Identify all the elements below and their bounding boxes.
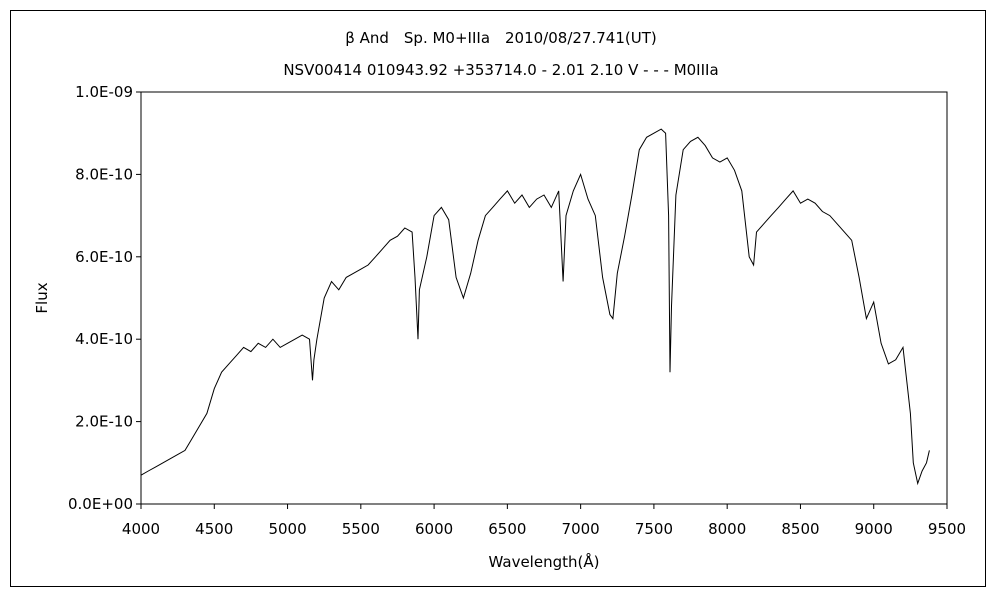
x-tick-label: 7000 — [562, 520, 600, 538]
x-tick-label: 5000 — [268, 520, 306, 538]
plot-area — [140, 91, 948, 505]
spectrum-line — [140, 128, 930, 486]
y-axis-label: Flux — [33, 282, 51, 313]
y-tick-label: 4.0E-10 — [75, 330, 133, 348]
x-tick-label: 8000 — [708, 520, 746, 538]
y-tick-label: 0.0E+00 — [68, 495, 133, 513]
y-tick-label: 8.0E-10 — [75, 165, 133, 183]
chart-frame: β And Sp. M0+IIIa 2010/08/27.741(UT) NSV… — [10, 10, 986, 587]
spectrum-chart: β And Sp. M0+IIIa 2010/08/27.741(UT) NSV… — [33, 29, 966, 571]
y-axis-ticks: 0.0E+00 2.0E-10 4.0E-10 6.0E-10 8.0E-10 1.0E-… — [68, 83, 141, 513]
y-tick-label: 1.0E-09 — [75, 83, 133, 101]
x-tick-label: 8500 — [781, 520, 819, 538]
x-tick-label: 4000 — [122, 520, 160, 538]
x-axis-ticks: 4000 4500 5000 5500 6000 6500 7000 7500 8000 8500… — [122, 504, 966, 538]
x-tick-label: 5500 — [342, 520, 380, 538]
x-tick-label: 6000 — [415, 520, 453, 538]
x-tick-label: 9000 — [855, 520, 893, 538]
y-tick-label: 2.0E-10 — [75, 413, 133, 431]
x-tick-label: 7500 — [635, 520, 673, 538]
x-axis-label: Wavelength(Å) — [489, 552, 600, 571]
y-tick-label: 6.0E-10 — [75, 248, 133, 266]
chart-subtitle: NSV00414 010943.92 +353714.0 - 2.01 2.10… — [283, 61, 718, 79]
x-tick-label: 6500 — [488, 520, 526, 538]
x-tick-label: 4500 — [195, 520, 233, 538]
chart-title: β And Sp. M0+IIIa 2010/08/27.741(UT) — [345, 29, 656, 47]
x-tick-label: 9500 — [928, 520, 966, 538]
